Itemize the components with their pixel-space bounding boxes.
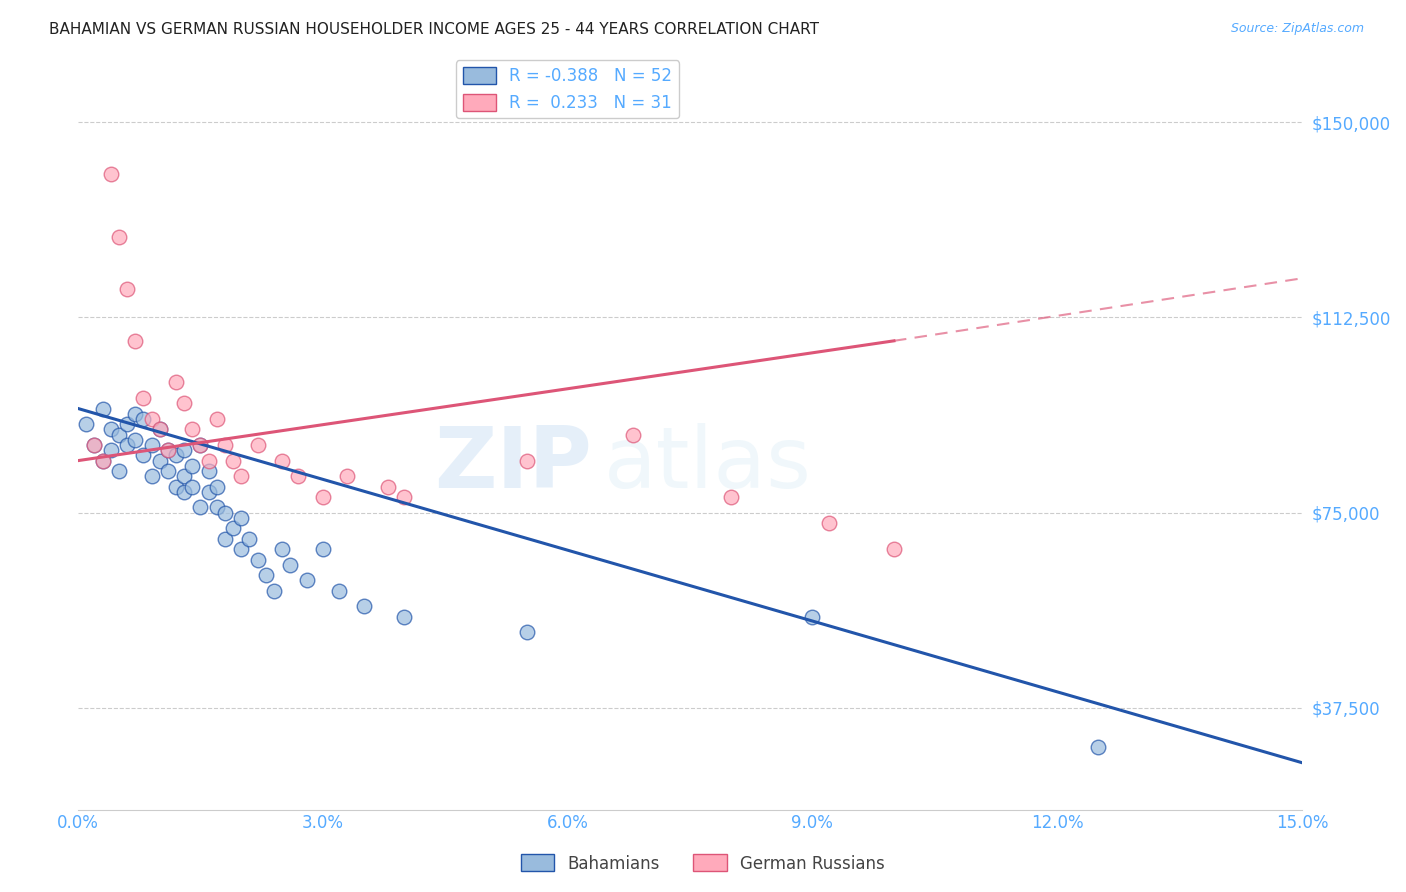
Point — [197, 464, 219, 478]
Point — [83, 438, 105, 452]
Point — [141, 412, 163, 426]
Point — [197, 453, 219, 467]
Point — [377, 480, 399, 494]
Point — [149, 422, 172, 436]
Point — [222, 453, 245, 467]
Point — [271, 453, 294, 467]
Point — [132, 449, 155, 463]
Point — [100, 443, 122, 458]
Point — [91, 453, 114, 467]
Point — [238, 532, 260, 546]
Point — [254, 568, 277, 582]
Point — [394, 490, 416, 504]
Point — [173, 469, 195, 483]
Point — [1087, 739, 1109, 754]
Point — [621, 427, 644, 442]
Point — [353, 599, 375, 614]
Point — [214, 438, 236, 452]
Point — [231, 469, 253, 483]
Point — [108, 464, 131, 478]
Point — [149, 453, 172, 467]
Point — [149, 422, 172, 436]
Point — [132, 412, 155, 426]
Point — [287, 469, 309, 483]
Point — [883, 542, 905, 557]
Point — [181, 480, 204, 494]
Point — [173, 484, 195, 499]
Point — [312, 490, 335, 504]
Point — [173, 396, 195, 410]
Point — [190, 438, 212, 452]
Point — [516, 453, 538, 467]
Point — [165, 480, 187, 494]
Text: atlas: atlas — [605, 423, 813, 506]
Point — [124, 433, 146, 447]
Point — [141, 469, 163, 483]
Point — [312, 542, 335, 557]
Point — [197, 484, 219, 499]
Point — [115, 282, 138, 296]
Point — [181, 422, 204, 436]
Legend: R = -0.388   N = 52, R =  0.233   N = 31: R = -0.388 N = 52, R = 0.233 N = 31 — [456, 61, 679, 119]
Point — [100, 167, 122, 181]
Point — [100, 422, 122, 436]
Point — [817, 516, 839, 530]
Point — [165, 449, 187, 463]
Point — [246, 552, 269, 566]
Point — [205, 500, 228, 515]
Point — [720, 490, 742, 504]
Point — [190, 500, 212, 515]
Point — [173, 443, 195, 458]
Point — [165, 376, 187, 390]
Point — [141, 438, 163, 452]
Point — [336, 469, 359, 483]
Text: BAHAMIAN VS GERMAN RUSSIAN HOUSEHOLDER INCOME AGES 25 - 44 YEARS CORRELATION CHA: BAHAMIAN VS GERMAN RUSSIAN HOUSEHOLDER I… — [49, 22, 820, 37]
Legend: Bahamians, German Russians: Bahamians, German Russians — [515, 847, 891, 880]
Point — [108, 427, 131, 442]
Point — [263, 583, 285, 598]
Point — [91, 453, 114, 467]
Point — [231, 542, 253, 557]
Point — [516, 625, 538, 640]
Point — [205, 412, 228, 426]
Point — [124, 407, 146, 421]
Point — [108, 229, 131, 244]
Point — [246, 438, 269, 452]
Point — [156, 464, 179, 478]
Point — [91, 401, 114, 416]
Text: Source: ZipAtlas.com: Source: ZipAtlas.com — [1230, 22, 1364, 36]
Point — [75, 417, 97, 432]
Point — [801, 610, 824, 624]
Point — [278, 558, 301, 572]
Point — [115, 438, 138, 452]
Point — [115, 417, 138, 432]
Point — [205, 480, 228, 494]
Point — [124, 334, 146, 348]
Point — [214, 532, 236, 546]
Point — [231, 511, 253, 525]
Point — [271, 542, 294, 557]
Point — [222, 521, 245, 535]
Point — [190, 438, 212, 452]
Point — [156, 443, 179, 458]
Point — [181, 458, 204, 473]
Point — [214, 506, 236, 520]
Point — [156, 443, 179, 458]
Point — [295, 574, 318, 588]
Point — [132, 391, 155, 405]
Point — [83, 438, 105, 452]
Point — [328, 583, 350, 598]
Point — [394, 610, 416, 624]
Text: ZIP: ZIP — [434, 423, 592, 506]
